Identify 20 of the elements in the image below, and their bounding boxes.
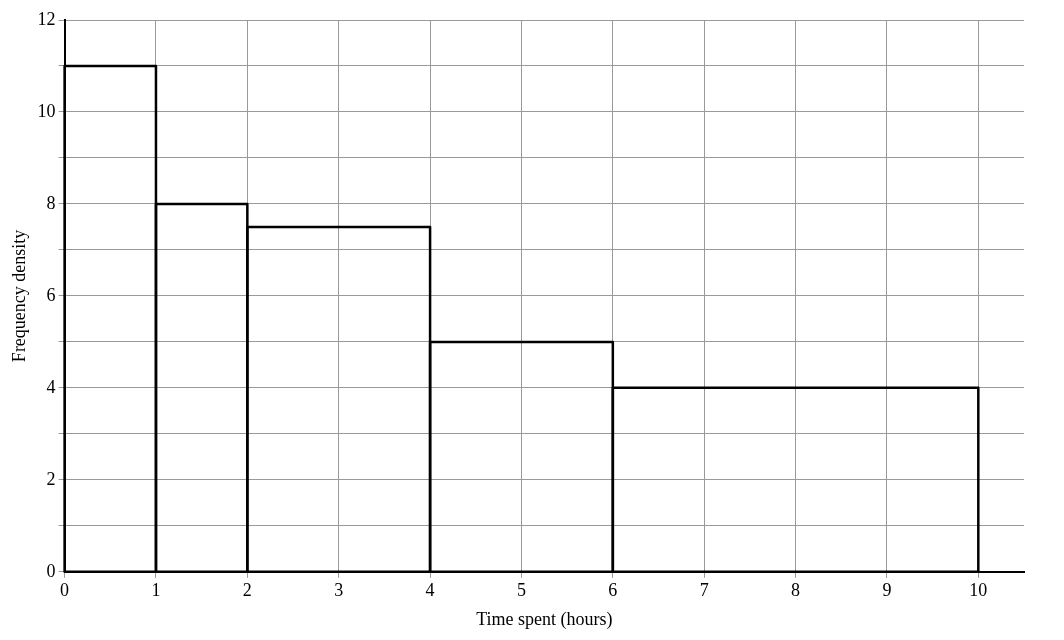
x-axis-title: Time spent (hours) <box>476 608 613 630</box>
x-tick-label: 2 <box>242 580 252 601</box>
x-tick-label: 7 <box>699 580 709 601</box>
x-tick-label: 8 <box>791 580 801 601</box>
y-tick-label: 10 <box>37 100 56 121</box>
x-tick-label: 0 <box>60 580 70 601</box>
y-tick-label: 2 <box>46 468 56 489</box>
x-tick-label: 4 <box>425 580 435 601</box>
y-tick-label: 6 <box>46 284 56 305</box>
y-tick-label: 8 <box>46 192 56 213</box>
y-axis-title: Frequency density <box>8 229 29 363</box>
y-tick-label: 0 <box>46 560 56 581</box>
x-tick-label: 6 <box>608 580 618 601</box>
x-tick-label: 10 <box>969 580 988 601</box>
x-tick-label: 1 <box>151 580 161 601</box>
x-tick-label: 9 <box>882 580 892 601</box>
x-tick-label: 3 <box>334 580 344 601</box>
x-tick-label: 5 <box>516 580 526 601</box>
y-tick-label: 12 <box>37 8 56 29</box>
y-tick-label: 4 <box>46 376 56 397</box>
